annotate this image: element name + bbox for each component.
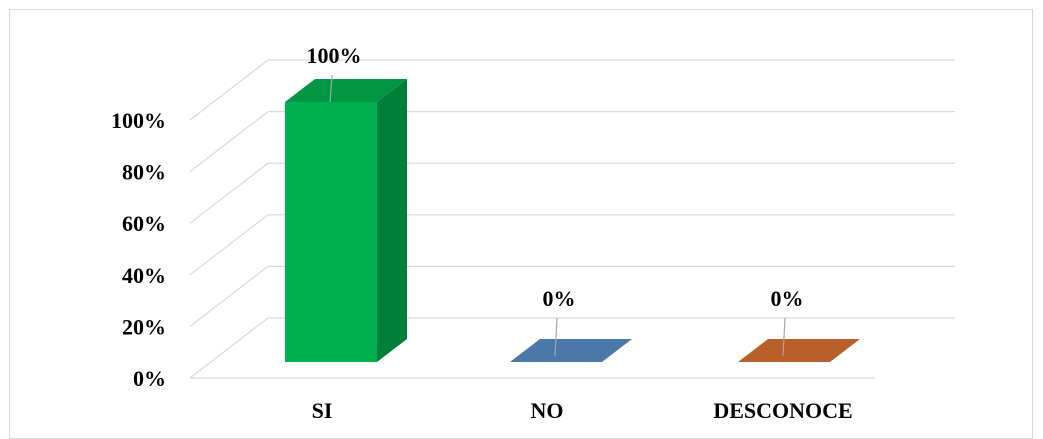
bar-si-front[interactable] bbox=[285, 102, 377, 362]
y-tick-label: 60% bbox=[122, 211, 166, 236]
data-label: 0% bbox=[543, 286, 576, 311]
y-tick-label: 0% bbox=[133, 366, 166, 391]
bar-no-slab[interactable] bbox=[510, 339, 632, 362]
bar-si-side[interactable] bbox=[377, 79, 407, 362]
gridline-depth bbox=[189, 111, 269, 173]
y-tick-label: 20% bbox=[122, 314, 166, 339]
leader-line bbox=[329, 74, 333, 103]
gridline-depth bbox=[189, 59, 269, 121]
leader-line bbox=[554, 317, 558, 357]
y-tick-label: 100% bbox=[111, 108, 166, 133]
gridline-depth bbox=[189, 214, 269, 276]
data-label: 100% bbox=[307, 43, 362, 68]
bar-si-top[interactable] bbox=[285, 79, 407, 102]
x-category-label: NO bbox=[531, 398, 564, 423]
y-tick-label: 40% bbox=[122, 263, 166, 288]
leader-line bbox=[782, 317, 786, 357]
x-category-label: DESCONOCE bbox=[713, 398, 852, 423]
chart-frame bbox=[9, 9, 1033, 439]
bar-desconoce-slab[interactable] bbox=[738, 339, 860, 362]
data-label: 0% bbox=[771, 286, 804, 311]
gridline-depth bbox=[189, 162, 269, 224]
y-tick-label: 80% bbox=[122, 160, 166, 185]
x-category-label: SI bbox=[312, 398, 333, 423]
gridline-depth bbox=[189, 317, 269, 379]
gridline-depth bbox=[189, 265, 269, 327]
bar-chart: 0% 20% 40% 60% 80% 100% 100% SI 0% NO 0% DESCONOCE bbox=[111, 43, 955, 423]
